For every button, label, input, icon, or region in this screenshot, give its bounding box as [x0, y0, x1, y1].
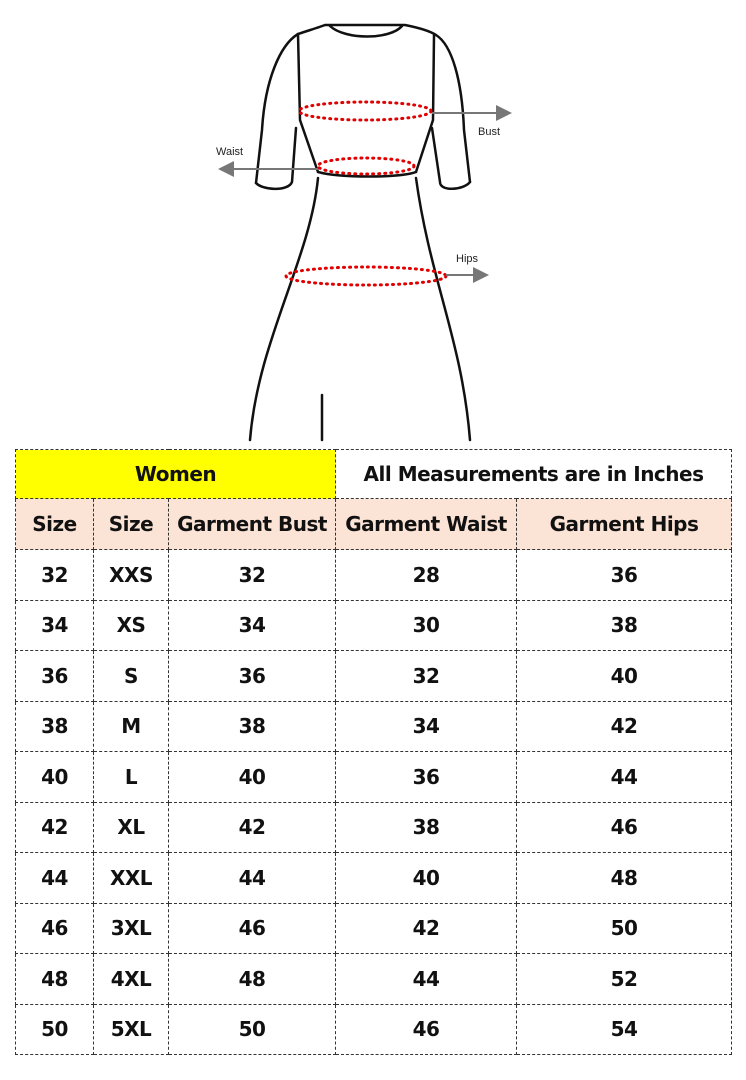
table-cell: 40: [15, 751, 94, 803]
table-cell: 50: [516, 902, 733, 954]
bust-label: Bust: [478, 126, 500, 138]
table-cell: 34: [15, 599, 94, 651]
size-chart-table: Women All Measurements are in Inches Siz…: [14, 449, 733, 1055]
table-cell: 44: [335, 953, 518, 1005]
table-cell: 50: [15, 1003, 94, 1055]
table-cell: 32: [335, 650, 518, 702]
table-cell: L: [93, 751, 169, 803]
table-cell: 3XL: [93, 902, 169, 954]
column-header: Size: [15, 498, 94, 550]
table-cell: 52: [516, 953, 733, 1005]
table-cell: 34: [167, 599, 337, 651]
table-row: 32 XXS 32 28 36: [15, 549, 733, 601]
table-cell: 46: [516, 801, 733, 853]
women-title: Women: [14, 449, 337, 499]
column-header: Size: [93, 498, 169, 550]
table-cell: 44: [516, 751, 733, 803]
table-row: 48 4XL 48 44 52: [15, 953, 733, 1005]
table-cell: 4XL: [93, 953, 169, 1005]
table-cell: 40: [335, 852, 518, 904]
table-cell: 36: [167, 650, 337, 702]
waist-label: Waist: [216, 146, 243, 158]
table-cell: 44: [15, 852, 94, 904]
table-cell: 54: [516, 1003, 733, 1055]
table-cell: 42: [167, 801, 337, 853]
hips-label: Hips: [456, 253, 479, 265]
table-cell: 36: [335, 751, 518, 803]
title-row: Women All Measurements are in Inches: [14, 449, 733, 499]
table-row: 36 S 36 32 40: [15, 650, 733, 702]
table-cell: 32: [15, 549, 94, 601]
table-cell: 50: [167, 1003, 337, 1055]
table-cell: S: [93, 650, 169, 702]
table-cell: 42: [335, 902, 518, 954]
table-cell: 36: [15, 650, 94, 702]
table-cell: 38: [167, 700, 337, 752]
table-cell: 48: [516, 852, 733, 904]
table-cell: 36: [516, 549, 733, 601]
table-cell: 46: [167, 902, 337, 954]
table-cell: XL: [93, 801, 169, 853]
table-cell: 48: [15, 953, 94, 1005]
units-note: All Measurements are in Inches: [335, 449, 733, 499]
table-row: 44 XXL 44 40 48: [15, 852, 733, 904]
table-row: 42 XL 42 38 46: [15, 801, 733, 853]
column-header: Garment Hips: [516, 498, 733, 550]
table-cell: XS: [93, 599, 169, 651]
table-row: 40 L 40 36 44: [15, 751, 733, 803]
measurement-dots: [284, 100, 448, 287]
table-cell: XXL: [93, 852, 169, 904]
measurement-arrows: [218, 105, 512, 283]
table-cell: 38: [516, 599, 733, 651]
table-cell: 32: [167, 549, 337, 601]
table-cell: XXS: [93, 549, 169, 601]
dress-measurement-diagram: Bust Waist Hips: [216, 23, 512, 442]
table-cell: 48: [167, 953, 337, 1005]
table-row: 46 3XL 46 42 50: [15, 902, 733, 954]
table-cell: 46: [335, 1003, 518, 1055]
table-cell: 38: [335, 801, 518, 853]
table-cell: 40: [167, 751, 337, 803]
dress-outline: [248, 23, 472, 442]
table-cell: M: [93, 700, 169, 752]
column-header: Garment Waist: [335, 498, 518, 550]
table-cell: 42: [15, 801, 94, 853]
header-row: Size Size Garment Bust Garment Waist Gar…: [15, 498, 733, 550]
table-cell: 42: [516, 700, 733, 752]
table-row: 38 M 38 34 42: [15, 700, 733, 752]
table-cell: 34: [335, 700, 518, 752]
table-cell: 44: [167, 852, 337, 904]
table-row: 50 5XL 50 46 54: [15, 1003, 733, 1055]
table-cell: 28: [335, 549, 518, 601]
table-cell: 5XL: [93, 1003, 169, 1055]
column-header: Garment Bust: [167, 498, 337, 550]
table-cell: 38: [15, 700, 94, 752]
table-cell: 46: [15, 902, 94, 954]
table-row: 34 XS 34 30 38: [15, 599, 733, 651]
table-cell: 30: [335, 599, 518, 651]
table-cell: 40: [516, 650, 733, 702]
